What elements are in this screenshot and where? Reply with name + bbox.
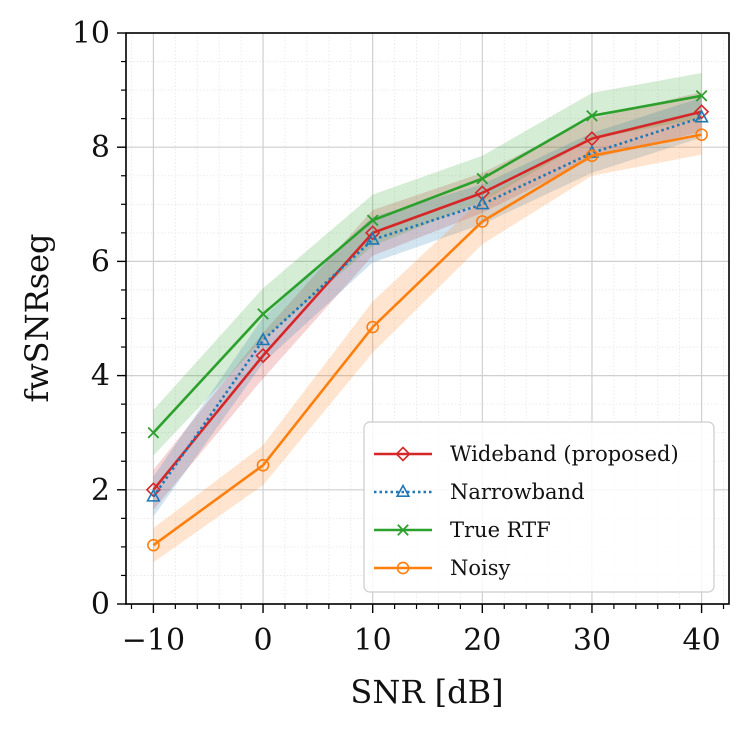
legend-box [363,421,715,593]
legend-label-true-rtf: True RTF [450,518,551,542]
line-wideband-proposed [152,110,702,491]
point-narrowband [255,332,271,346]
x-axis-title: SNR [dB] [350,673,503,711]
point-narrowband [694,109,709,123]
band-noisy [153,114,702,563]
band-wideband-proposed [153,91,702,510]
point-wideband-proposed [365,225,381,241]
legend-marker-wideband-proposed [395,446,411,462]
axis-ticks: −10 0 10 20 30 40 0 2 4 6 8 10 [72,16,725,658]
point-noisy [147,538,160,552]
legend-label-noisy: Noisy [450,556,511,580]
point-wideband-proposed [693,104,710,120]
line-narrowband [152,116,702,498]
point-narrowband [475,196,490,210]
band-true-rtf [153,72,702,456]
point-wideband-proposed [255,347,271,364]
point-true-rtf [476,172,489,185]
legend-label-wideband-proposed: Wideband (proposed) [450,442,679,466]
legend-marker-noisy [396,561,410,575]
point-true-rtf [586,109,598,122]
y-tick-label: 2 [91,473,110,508]
y-tick-label: 6 [91,244,110,279]
x-tick-label: 20 [463,623,501,658]
y-tick-label: 10 [72,16,110,51]
y-tick-label: 0 [91,587,110,622]
x-tick-label: −10 [122,623,185,658]
line-true-rtf [152,94,702,434]
point-noisy [256,458,270,472]
x-tick-label: 30 [573,623,611,658]
band-narrowband [153,97,702,517]
point-narrowband [365,231,380,245]
point-true-rtf [695,89,708,102]
point-noisy [585,149,599,163]
legend: Wideband (proposed) Narrowband True RTF Noi… [363,421,715,593]
legend-marker-true-rtf [397,524,409,536]
point-noisy [366,320,380,334]
point-narrowband [146,488,161,502]
legend-marker-narrowband [395,483,411,498]
confidence-bands [153,72,702,563]
grid [126,32,729,605]
point-true-rtf [257,308,269,320]
x-tick-label: 0 [253,623,272,658]
y-axis-title: fwSNRseg [18,233,56,402]
series-lines [145,89,710,552]
y-tick-label: 8 [91,130,110,165]
x-tick-label: 10 [354,623,392,658]
y-tick-label: 4 [91,359,110,394]
point-noisy [695,128,708,141]
x-tick-label: 40 [682,623,720,658]
line-noisy [152,133,702,547]
point-noisy [475,215,489,228]
point-true-rtf [366,214,379,227]
legend-label-narrowband: Narrowband [450,480,585,504]
point-true-rtf [147,426,160,439]
